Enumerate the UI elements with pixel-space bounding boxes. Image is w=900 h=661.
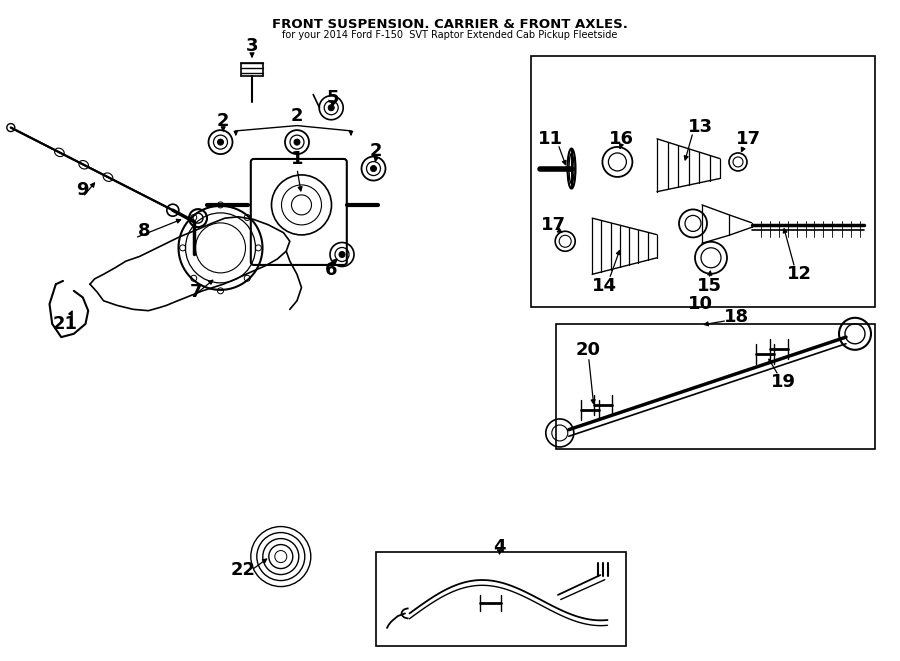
- Circle shape: [218, 139, 223, 145]
- Circle shape: [339, 251, 345, 258]
- Text: 10: 10: [688, 295, 713, 313]
- Text: 11: 11: [538, 130, 563, 148]
- Text: 15: 15: [697, 276, 722, 295]
- Text: 13: 13: [688, 118, 713, 136]
- Bar: [531, 56, 875, 307]
- Text: 2: 2: [217, 112, 230, 130]
- Text: 14: 14: [592, 276, 617, 295]
- Text: 21: 21: [52, 315, 77, 333]
- Circle shape: [294, 139, 300, 145]
- Text: 18: 18: [724, 308, 749, 327]
- Text: 17: 17: [736, 130, 761, 148]
- Text: 20: 20: [576, 341, 601, 360]
- Text: 6: 6: [325, 260, 338, 279]
- Text: 4: 4: [493, 538, 506, 557]
- Text: for your 2014 Ford F-150  SVT Raptor Extended Cab Pickup Fleetside: for your 2014 Ford F-150 SVT Raptor Exte…: [283, 30, 617, 40]
- Circle shape: [371, 165, 376, 172]
- Text: 2: 2: [370, 141, 382, 160]
- Text: 5: 5: [327, 89, 339, 107]
- Text: 1: 1: [291, 149, 303, 168]
- Text: 7: 7: [190, 283, 203, 301]
- FancyBboxPatch shape: [251, 159, 346, 265]
- Circle shape: [328, 104, 334, 111]
- Text: 8: 8: [138, 222, 150, 241]
- Text: FRONT SUSPENSION. CARRIER & FRONT AXLES.: FRONT SUSPENSION. CARRIER & FRONT AXLES.: [272, 18, 628, 31]
- Text: 3: 3: [246, 37, 258, 56]
- Bar: [376, 552, 626, 646]
- Text: 19: 19: [770, 373, 796, 391]
- Text: 2: 2: [291, 106, 303, 125]
- Text: 16: 16: [608, 130, 634, 148]
- Bar: [556, 324, 875, 449]
- Text: 17: 17: [541, 215, 566, 234]
- Text: 22: 22: [230, 561, 256, 579]
- Text: 9: 9: [76, 181, 89, 200]
- Text: 12: 12: [787, 265, 812, 284]
